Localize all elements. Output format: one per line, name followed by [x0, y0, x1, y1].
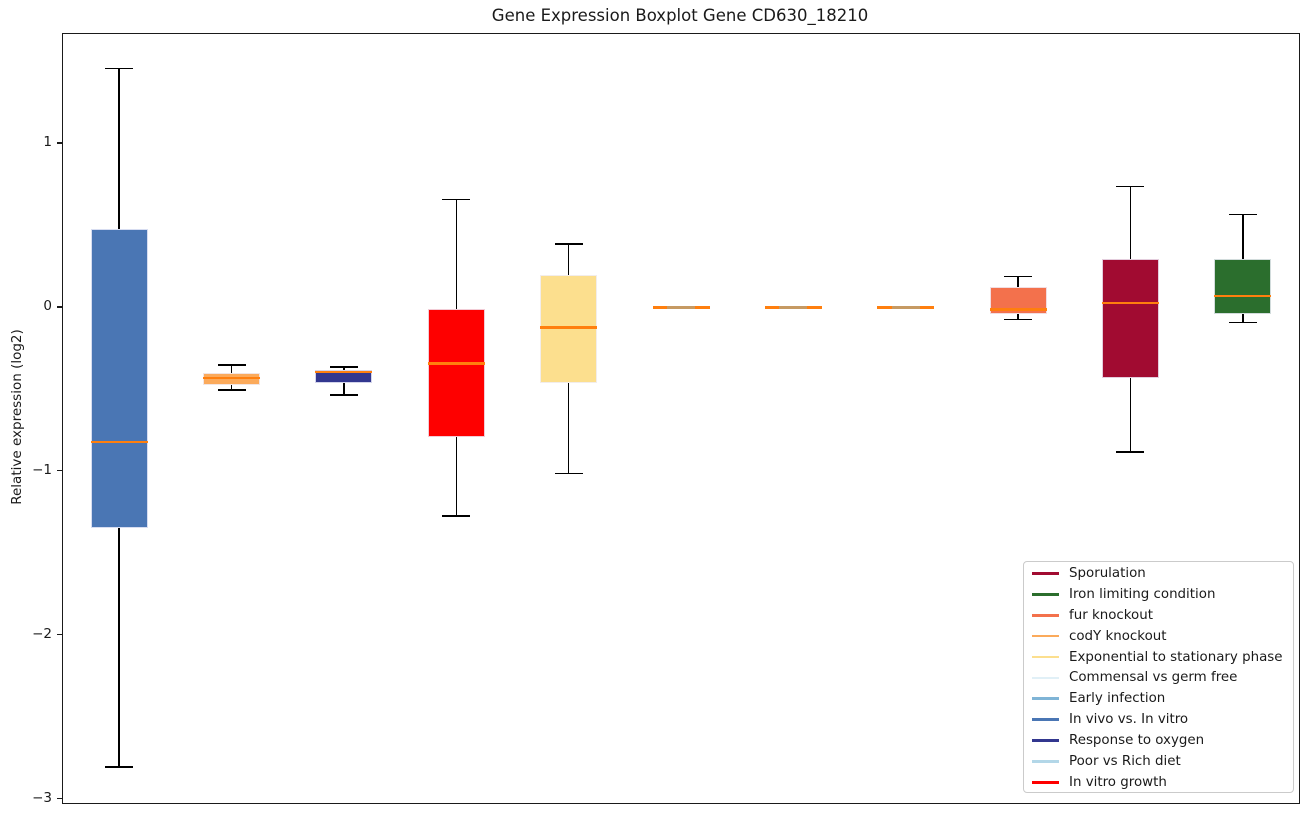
- whisker-cap: [329, 366, 358, 368]
- median-line: [1214, 295, 1272, 298]
- legend-label: In vitro growth: [1069, 774, 1167, 790]
- y-tick-label: 1: [43, 134, 52, 151]
- legend-swatch: [1032, 572, 1059, 575]
- y-tick-mark: [57, 470, 62, 472]
- legend-label: codY knockout: [1069, 628, 1167, 644]
- legend-swatch: [1032, 655, 1059, 659]
- legend: Sporulation Iron limiting condition fur kn…: [1023, 561, 1294, 793]
- legend-label: Poor vs Rich diet: [1069, 753, 1181, 769]
- legend-item: Exponential to stationary phase: [1024, 647, 1293, 668]
- whisker-cap: [1004, 275, 1033, 278]
- median-line: [540, 326, 598, 329]
- boxplot-box: [1214, 258, 1272, 315]
- y-tick-mark: [57, 634, 62, 636]
- flat-boxplot-cap: [667, 306, 695, 310]
- whisker-cap: [105, 766, 134, 768]
- legend-label: Early infection: [1069, 691, 1166, 707]
- whisker-cap: [1004, 318, 1033, 321]
- median-line: [90, 441, 148, 444]
- whisker-cap: [1228, 321, 1257, 324]
- whisker-cap: [217, 389, 246, 391]
- y-tick-label: 0: [43, 298, 52, 315]
- legend-swatch: [1032, 593, 1059, 596]
- median-line: [315, 370, 373, 373]
- legend-item: In vivo vs. In vitro: [1024, 709, 1293, 730]
- legend-item: fur knockout: [1024, 605, 1293, 626]
- legend-label: Commensal vs germ free: [1069, 670, 1238, 686]
- median-line: [427, 362, 485, 365]
- whisker-cap: [1116, 451, 1145, 453]
- legend-swatch: [1032, 781, 1059, 784]
- whisker-cap: [329, 393, 358, 396]
- whisker-cap: [442, 515, 471, 517]
- legend-item: codY knockout: [1024, 626, 1293, 647]
- y-tick-label: −3: [32, 790, 52, 807]
- legend-item: Early infection: [1024, 688, 1293, 709]
- y-tick-label: −1: [32, 462, 52, 479]
- y-tick-mark: [57, 798, 62, 800]
- whisker-cap: [442, 198, 471, 201]
- legend-label: In vivo vs. In vitro: [1069, 712, 1189, 728]
- whisker-cap: [105, 67, 134, 70]
- boxplot-box: [427, 309, 485, 438]
- flat-boxplot-cap: [891, 306, 920, 310]
- y-tick-label: −2: [32, 626, 52, 643]
- boxplot-box: [315, 370, 373, 384]
- legend-item: Iron limiting condition: [1024, 584, 1293, 605]
- median-line: [203, 377, 261, 380]
- legend-label: Sporulation: [1069, 565, 1146, 581]
- legend-swatch: [1032, 760, 1059, 763]
- boxplot-box: [90, 229, 148, 528]
- legend-item: In vitro growth: [1024, 772, 1293, 793]
- flat-boxplot-cap: [779, 306, 808, 310]
- y-tick-mark: [57, 142, 62, 144]
- y-tick-mark: [57, 306, 62, 308]
- whisker-cap: [1116, 185, 1145, 188]
- whisker-cap: [554, 243, 583, 245]
- whisker-cap: [554, 472, 583, 475]
- boxplot-box: [1101, 258, 1159, 379]
- legend-item: Response to oxygen: [1024, 730, 1293, 751]
- legend-swatch: [1032, 718, 1059, 721]
- legend-swatch: [1032, 676, 1059, 680]
- legend-item: Commensal vs germ free: [1024, 667, 1293, 688]
- legend-swatch: [1032, 613, 1059, 617]
- median-line: [1101, 301, 1159, 304]
- legend-label: Response to oxygen: [1069, 733, 1205, 749]
- whisker-cap: [217, 364, 246, 366]
- median-line: [989, 308, 1047, 311]
- boxplot-box: [540, 275, 598, 384]
- legend-label: Iron limiting condition: [1069, 586, 1216, 602]
- legend-swatch: [1032, 739, 1059, 742]
- legend-label: Exponential to stationary phase: [1069, 649, 1283, 665]
- whisker-cap: [1228, 213, 1257, 216]
- legend-swatch: [1032, 697, 1059, 701]
- chart-title: Gene Expression Boxplot Gene CD630_18210: [491, 6, 869, 25]
- legend-swatch: [1032, 634, 1059, 638]
- legend-label: fur knockout: [1069, 607, 1153, 623]
- legend-item: Poor vs Rich diet: [1024, 751, 1293, 772]
- legend-item: Sporulation: [1024, 563, 1293, 584]
